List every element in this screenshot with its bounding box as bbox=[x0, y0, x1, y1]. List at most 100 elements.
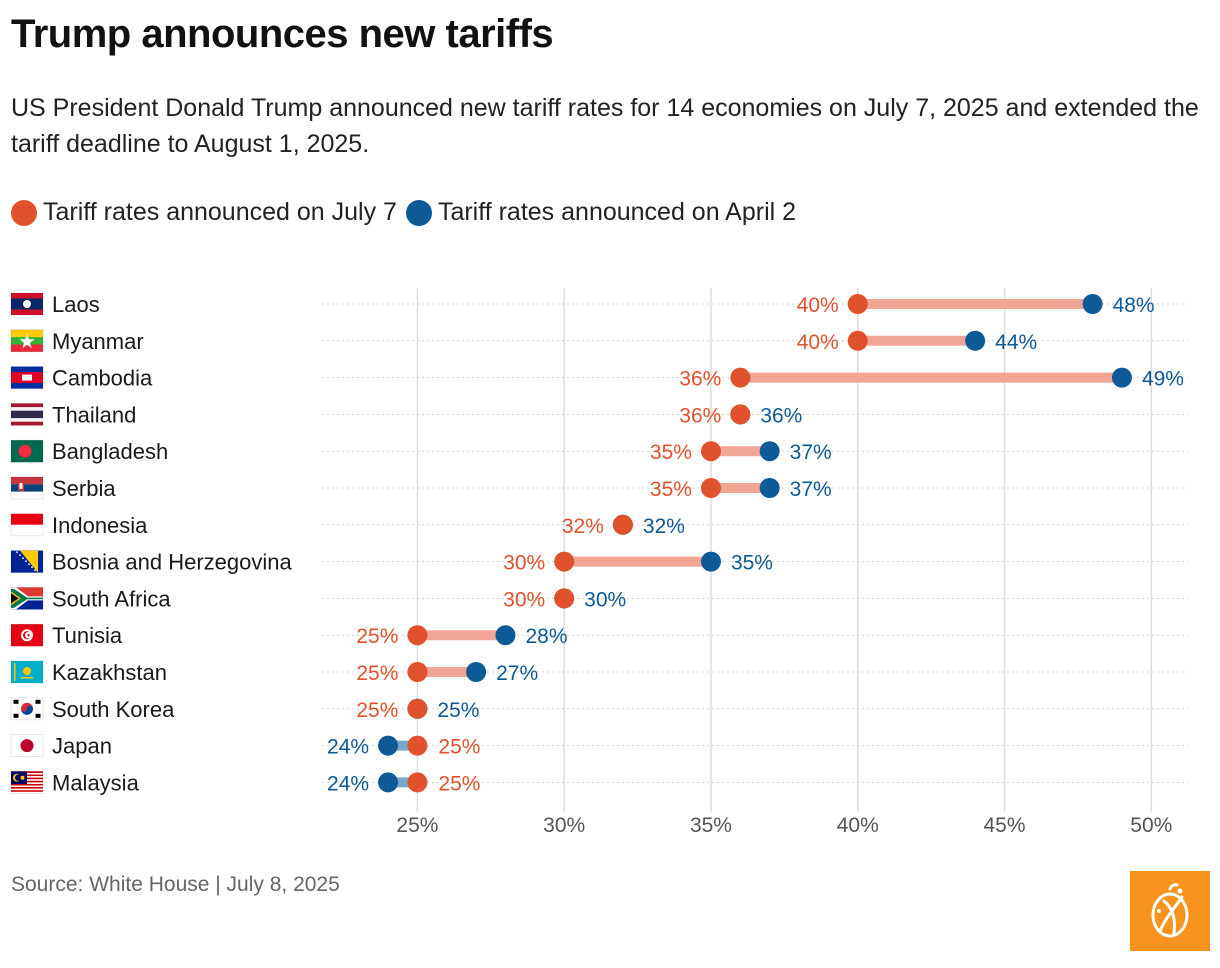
x-tick-label: 45% bbox=[984, 814, 1026, 837]
row-laos: Laos 40% 48% bbox=[10, 292, 1188, 317]
july-value-label: 30% bbox=[503, 552, 545, 575]
row-bosnia-and-herzegovina: Bosnia and Herzegovina 30% 35% bbox=[10, 550, 1188, 575]
legend-dot-july bbox=[11, 199, 37, 226]
april-value-label: 30% bbox=[584, 588, 626, 611]
april-value-label: 36% bbox=[760, 404, 802, 427]
country-label: Serbia bbox=[52, 476, 116, 501]
flag-kazakhstan-icon bbox=[10, 660, 44, 684]
july-dot bbox=[847, 330, 868, 351]
april-value-label: 35% bbox=[731, 552, 773, 575]
april-value-label: 48% bbox=[1113, 294, 1155, 317]
july-dot bbox=[730, 404, 751, 425]
july-value-label: 36% bbox=[679, 368, 721, 391]
flag-myanmar-icon bbox=[10, 329, 44, 353]
flag-thailand-icon bbox=[10, 402, 44, 426]
july-value-label: 30% bbox=[503, 588, 545, 611]
country-label: Indonesia bbox=[52, 513, 148, 538]
july-value-label: 25% bbox=[438, 772, 480, 795]
flag-japan-icon bbox=[10, 734, 44, 758]
row-tunisia: Tunisia 25% 28% bbox=[10, 623, 1188, 648]
country-label: Malaysia bbox=[52, 770, 140, 795]
july-value-label: 25% bbox=[356, 662, 398, 685]
row-south-africa: South Africa 30% 30% bbox=[10, 586, 1188, 611]
april-value-label: 25% bbox=[437, 699, 479, 722]
april-value-label: 44% bbox=[995, 331, 1037, 354]
july-value-label: 40% bbox=[797, 294, 839, 317]
july-value-label: 32% bbox=[562, 515, 604, 538]
april-value-label: 32% bbox=[643, 515, 685, 538]
flag-cambodia-icon bbox=[10, 366, 44, 389]
april-value-label: 24% bbox=[327, 736, 369, 759]
country-label: Bosnia and Herzegovina bbox=[52, 550, 292, 575]
al-jazeera-logo bbox=[1130, 871, 1210, 951]
april-dot bbox=[495, 625, 516, 646]
source-note: Source: White House | July 8, 2025 bbox=[11, 873, 340, 896]
july-dot bbox=[407, 698, 428, 719]
country-label: Japan bbox=[52, 734, 112, 759]
april-dot bbox=[1111, 367, 1132, 388]
row-serbia: Serbia 35% 37% bbox=[10, 476, 1188, 501]
july-value-label: 36% bbox=[679, 404, 721, 427]
july-dot bbox=[700, 441, 721, 462]
july-value-label: 40% bbox=[797, 331, 839, 354]
flag-bangladesh-icon bbox=[10, 439, 44, 463]
april-value-label: 27% bbox=[496, 662, 538, 685]
country-label: Thailand bbox=[52, 402, 136, 427]
x-tick-label: 30% bbox=[543, 814, 585, 837]
country-label: South Korea bbox=[52, 697, 175, 722]
july-value-label: 25% bbox=[438, 736, 480, 759]
row-malaysia: Malaysia 25% 24% bbox=[10, 770, 1188, 795]
flag-tunisia-icon bbox=[10, 623, 44, 647]
flag-south-africa-icon bbox=[10, 586, 44, 610]
chart-title: Trump announces new tariffs bbox=[11, 12, 554, 56]
legend-item-april: Tariff rates announced on April 2 bbox=[405, 198, 797, 227]
flag-south-korea-icon bbox=[10, 697, 44, 721]
april-value-label: 37% bbox=[790, 478, 832, 501]
country-label: Kazakhstan bbox=[52, 660, 167, 685]
april-dot bbox=[378, 772, 399, 793]
chart-subtitle: US President Donald Trump announced new … bbox=[11, 94, 1199, 158]
country-label: Myanmar bbox=[52, 329, 144, 354]
july-value-label: 25% bbox=[356, 625, 398, 648]
row-myanmar: Myanmar 40% 44% bbox=[10, 329, 1188, 354]
july-dot bbox=[612, 514, 633, 535]
april-dot bbox=[466, 662, 487, 682]
july-dot bbox=[554, 551, 575, 572]
al-jazeera-logo-icon bbox=[1151, 883, 1189, 938]
legend: Tariff rates announced on July 7 Tariff … bbox=[11, 198, 805, 227]
x-tick-label: 25% bbox=[396, 814, 438, 837]
july-dot bbox=[554, 588, 575, 609]
flag-bosnia-icon bbox=[10, 550, 44, 574]
july-value-label: 35% bbox=[650, 478, 692, 501]
row-south-korea: South Korea 25% 25% bbox=[10, 697, 1188, 722]
country-label: South Africa bbox=[52, 586, 171, 611]
row-cambodia: Cambodia 36% 49% bbox=[10, 366, 1188, 391]
april-dot bbox=[378, 735, 399, 756]
flag-laos-icon bbox=[10, 292, 44, 316]
july-dot bbox=[730, 367, 751, 388]
july-dot bbox=[407, 772, 428, 793]
row-bangladesh: Bangladesh 35% 37% bbox=[10, 439, 1188, 464]
gridlines bbox=[416, 288, 1153, 812]
july-dot bbox=[847, 294, 868, 314]
row-indonesia: Indonesia 32% 32% bbox=[10, 513, 1188, 538]
flag-serbia-icon bbox=[10, 476, 44, 500]
legend-label-july: Tariff rates announced on July 7 bbox=[43, 198, 397, 226]
july-dot bbox=[407, 625, 428, 646]
april-value-label: 24% bbox=[327, 772, 369, 795]
july-value-label: 35% bbox=[650, 441, 692, 464]
april-value-label: 49% bbox=[1142, 368, 1184, 391]
april-dot bbox=[700, 551, 721, 572]
legend-item-july: Tariff rates announced on July 7 bbox=[11, 198, 397, 227]
july-dot bbox=[407, 735, 428, 756]
row-thailand: Thailand 36% 36% bbox=[10, 402, 1188, 427]
july-dot bbox=[407, 662, 428, 682]
country-label: Laos bbox=[52, 292, 100, 317]
april-dot bbox=[965, 330, 986, 351]
country-label: Tunisia bbox=[52, 623, 123, 648]
july-value-label: 25% bbox=[356, 699, 398, 722]
x-tick-label: 40% bbox=[837, 814, 879, 837]
april-dot bbox=[759, 441, 780, 462]
x-tick-label: 35% bbox=[690, 814, 732, 837]
legend-label-april: Tariff rates announced on April 2 bbox=[437, 198, 797, 226]
